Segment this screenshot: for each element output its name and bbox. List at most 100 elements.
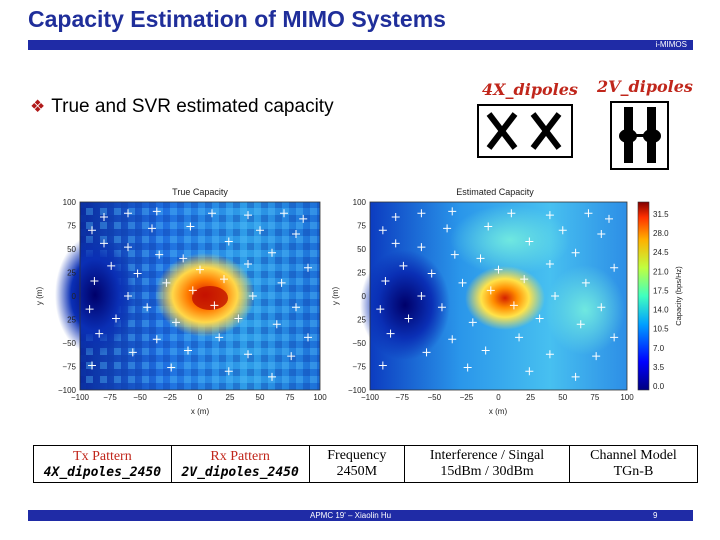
slide-title: Capacity Estimation of MIMO Systems (28, 6, 446, 32)
title-underline-bar: i-MIMOS (28, 40, 693, 50)
rx-pattern-header: Rx Pattern (210, 448, 270, 464)
sample-location-marker (610, 263, 619, 272)
sample-location-marker (476, 254, 485, 263)
y-tick-label: 75 (67, 222, 76, 231)
parameter-table: Tx Pattern 4X_dipoles_2450 Rx Pattern 2V… (33, 445, 699, 483)
frequency-cell: Frequency 2450M (308, 445, 406, 483)
sample-location-marker (90, 276, 99, 285)
sample-location-marker (224, 367, 233, 376)
sample-location-marker (378, 361, 387, 370)
colorbar-tick-label: 0.0 (653, 382, 665, 391)
sample-location-marker (463, 363, 472, 372)
y-tick-label: 25 (67, 316, 76, 325)
sample-location-marker (545, 211, 554, 220)
y-tick-label: −75 (352, 363, 366, 372)
sample-location-marker (597, 229, 606, 238)
colorbar-tick-label: 3.5 (653, 363, 665, 372)
y-tick-label: 25 (67, 269, 76, 278)
sample-location-marker (244, 211, 252, 220)
sample-location-marker (378, 226, 387, 235)
channel-model-cell: Channel Model TGn-B (568, 445, 699, 483)
sample-location-marker (210, 301, 219, 310)
tx-antenna-diagram (477, 104, 573, 158)
y-tick-label: 100 (63, 198, 77, 207)
sample-location-marker (422, 348, 431, 357)
sample-location-marker (605, 214, 614, 223)
sample-location-marker (215, 333, 224, 342)
frequency-header: Frequency (327, 448, 387, 463)
y-tick-label: 0 (72, 292, 77, 301)
x-tick-label: 50 (558, 393, 567, 402)
y-tick-label: 75 (357, 222, 366, 231)
x-tick-label: 25 (526, 393, 535, 402)
antenna-label-tx: 4X_dipoles (482, 80, 578, 99)
colorbar-tick-label: 17.5 (653, 286, 669, 295)
sample-location-marker (244, 350, 252, 359)
sample-location-marker (124, 209, 132, 218)
footer-text: APMC 19' – Xiaolin Hu (310, 511, 392, 520)
colorbar-tick-label: 21.0 (653, 267, 669, 276)
sample-location-marker (386, 329, 395, 338)
sample-location-marker (450, 250, 459, 259)
sample-location-marker (576, 320, 585, 329)
sample-location-marker (535, 314, 544, 323)
sample-location-marker (167, 363, 176, 372)
colorbar-tick-label: 7.0 (653, 344, 665, 353)
sample-location-marker (376, 305, 385, 314)
x-tick-label: 75 (286, 393, 295, 402)
header-tag: i-MIMOS (655, 40, 687, 49)
sample-location-marker (584, 209, 593, 218)
colorbar-tick-label: 31.5 (653, 210, 669, 219)
page-number: 9 (653, 511, 658, 520)
y-tick-label: 50 (67, 245, 76, 254)
sample-location-marker (188, 286, 197, 295)
colorbar-tick-label: 24.5 (653, 248, 669, 257)
estimated-plot-title: Estimated Capacity (456, 187, 534, 197)
sample-location-marker (88, 226, 96, 235)
sample-location-marker (124, 292, 132, 300)
sample-location-marker (610, 333, 619, 342)
x-tick-label: −75 (103, 393, 117, 402)
sample-location-marker (551, 292, 560, 300)
sample-location-marker (292, 229, 300, 238)
sample-location-marker (179, 254, 188, 263)
sample-location-marker (515, 333, 524, 342)
colorbar: 31.5 28.0 24.5 21.0 17.5 14.0 10.5 7.0 3.5 0.0 Ca… (637, 201, 683, 391)
sample-location-marker (172, 318, 180, 327)
interference-cell: Interference / Singal 15dBm / 30dBm (404, 445, 570, 483)
sample-location-marker (486, 286, 495, 295)
y-tick-label: −100 (348, 386, 367, 395)
sample-location-marker (244, 260, 252, 269)
capacity-figure: True Capacity −100 −75 −50 −25 0 25 50 75 100 10… (35, 187, 683, 416)
sample-location-marker (404, 314, 413, 323)
sample-location-marker (88, 361, 96, 370)
channel-model-value: TGn-B (613, 464, 654, 479)
tx-pattern-header: Tx Pattern (73, 448, 132, 464)
sample-location-marker (597, 303, 606, 312)
sample-location-marker (277, 278, 286, 287)
sample-location-marker (152, 207, 161, 216)
x-tick-label: −50 (427, 393, 441, 402)
sample-location-marker (525, 367, 534, 376)
sample-location-marker (100, 239, 108, 248)
sample-location-marker (196, 265, 204, 274)
sample-location-marker (152, 335, 161, 344)
sample-location-marker (437, 303, 446, 312)
y-tick-label: 100 (353, 198, 367, 207)
sample-location-marker (186, 222, 195, 231)
sample-location-marker (248, 292, 257, 300)
interference-value: 15dBm / 30dBm (440, 464, 534, 479)
sample-location-marker (304, 263, 312, 272)
antenna-label-rx: 2V_dipoles (597, 77, 693, 96)
y-tick-label: 25 (357, 269, 366, 278)
y-tick-label: −50 (62, 339, 76, 348)
sample-location-marker (220, 275, 228, 284)
colorbar-tick-label: 28.0 (653, 229, 669, 238)
colorbar-label: Capacity (bps/Hz) (674, 266, 683, 326)
sample-location-marker (468, 318, 477, 327)
sample-location-marker (481, 346, 490, 355)
sample-location-marker (292, 303, 300, 312)
true-plot-ylabel: y (m) (35, 287, 44, 306)
x-tick-label: −25 (460, 393, 474, 402)
sample-location-marker (100, 213, 108, 222)
